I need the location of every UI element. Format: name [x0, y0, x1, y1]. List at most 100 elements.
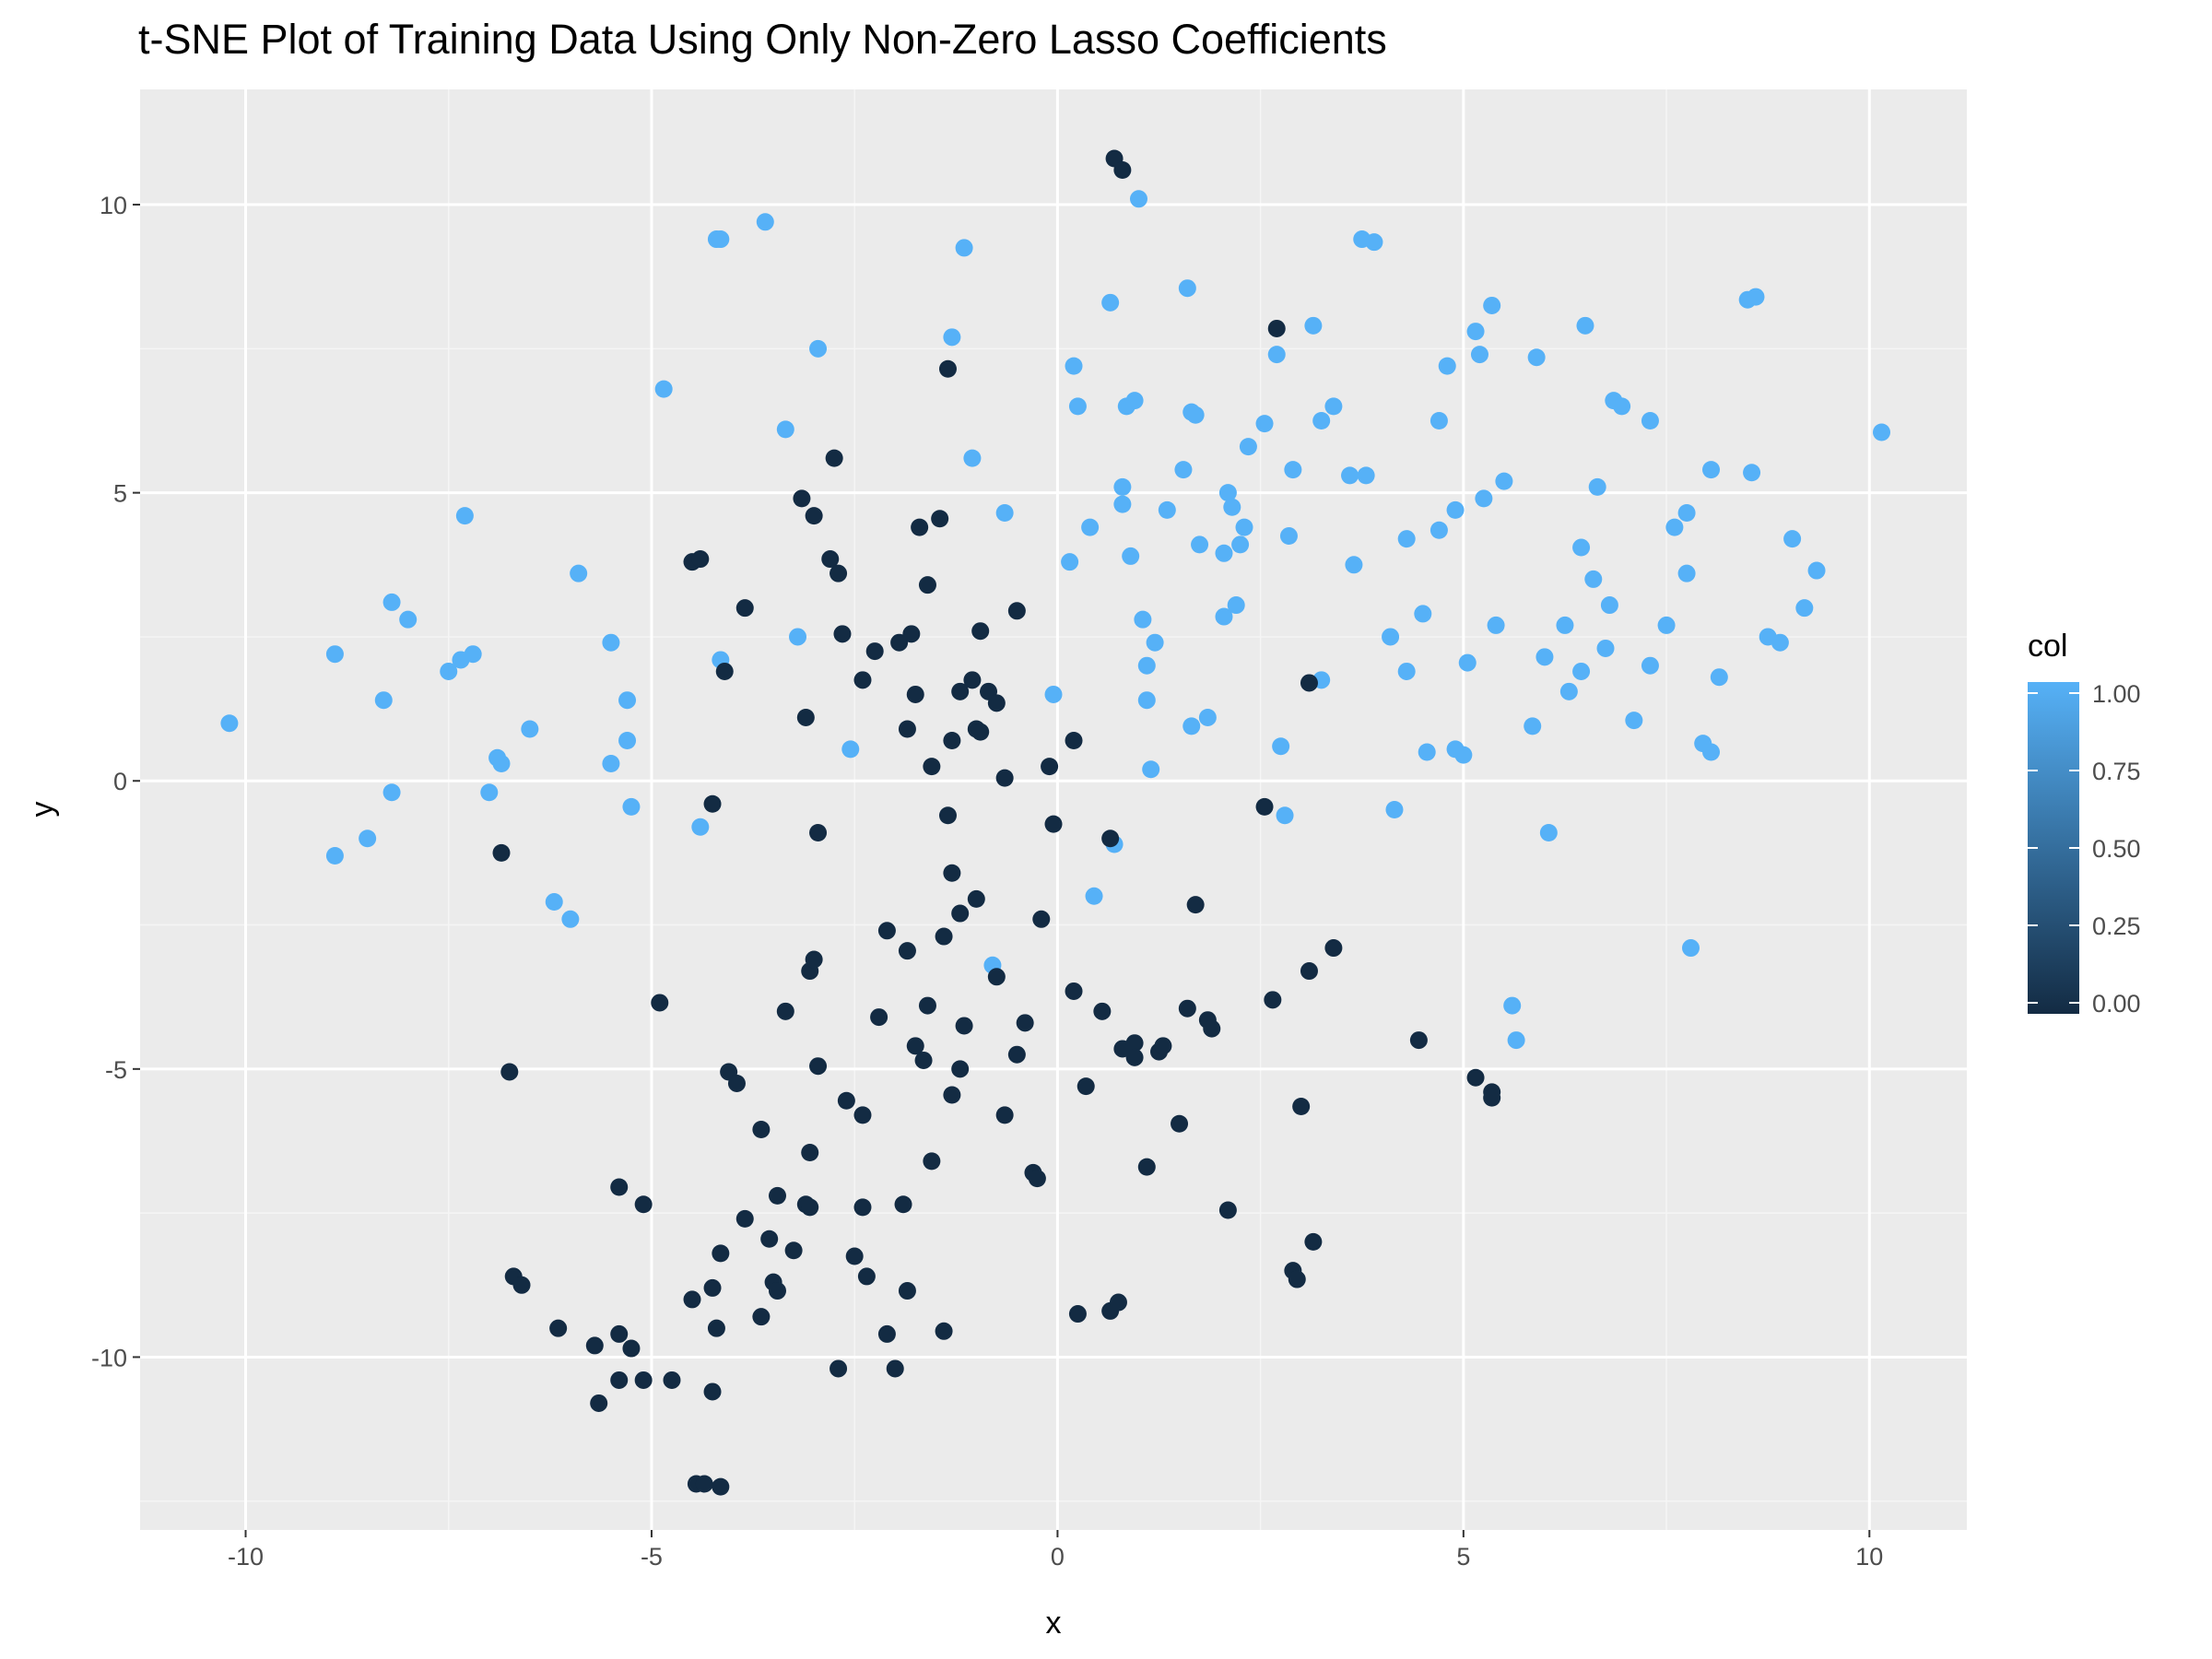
data-point [602, 633, 620, 652]
data-point [1044, 815, 1063, 833]
data-point [1068, 397, 1087, 416]
data-point [809, 339, 828, 358]
data-point [931, 510, 949, 528]
data-point [1483, 1088, 1501, 1107]
legend-title: col [2028, 629, 2067, 664]
data-point [1702, 461, 1721, 479]
data-point [634, 1371, 653, 1389]
data-point [801, 1143, 819, 1161]
data-point [1068, 1305, 1087, 1324]
data-point [695, 1475, 713, 1493]
data-point [833, 625, 852, 643]
data-point [492, 843, 511, 862]
data-point [712, 230, 730, 249]
data-point [1292, 1097, 1311, 1115]
data-point [610, 1178, 629, 1196]
data-point [1264, 991, 1282, 1009]
data-point [325, 645, 344, 664]
data-point [809, 1057, 828, 1076]
data-point [712, 1477, 730, 1496]
data-point [1503, 996, 1522, 1015]
data-point [1174, 461, 1193, 479]
data-point [1507, 1031, 1525, 1050]
y-tick-label: -5 [105, 1056, 127, 1084]
data-point [1625, 712, 1643, 730]
data-point [853, 1106, 872, 1124]
data-point [1385, 801, 1404, 818]
data-point [1284, 461, 1302, 479]
data-point [1324, 939, 1343, 958]
data-point [1382, 628, 1400, 646]
data-point [1239, 438, 1257, 456]
data-point [1267, 319, 1286, 337]
legend-tick-label: 0.75 [2092, 758, 2141, 785]
data-point [1641, 411, 1659, 429]
data-point [877, 1324, 896, 1343]
y-axis: -10 -5 0 5 10 [91, 192, 140, 1371]
data-point [1397, 662, 1416, 680]
data-point [1085, 887, 1103, 905]
data-point [805, 507, 823, 525]
data-point [1218, 1201, 1237, 1219]
data-point [914, 1051, 933, 1069]
data-point [1101, 830, 1120, 848]
data-point [521, 720, 539, 738]
data-point [1747, 288, 1765, 306]
data-point [1044, 685, 1063, 703]
data-point [1657, 616, 1676, 634]
data-point [1438, 357, 1456, 375]
data-point [918, 996, 936, 1015]
data-point [1093, 1002, 1112, 1020]
data-point [1300, 962, 1318, 981]
data-point [938, 806, 957, 825]
data-point [610, 1324, 629, 1343]
data-point [789, 628, 807, 646]
data-point [1304, 1232, 1323, 1251]
data-point [955, 239, 973, 257]
data-point [325, 847, 344, 865]
data-point [943, 731, 961, 749]
data-point [1454, 746, 1473, 764]
data-point [943, 864, 961, 882]
data-point [359, 830, 377, 848]
data-point [902, 625, 921, 643]
data-point [821, 550, 840, 569]
data-point [963, 671, 982, 689]
data-point [464, 645, 482, 664]
data-point [1122, 547, 1140, 565]
data-point [382, 783, 401, 802]
x-axis: -10 -5 0 5 10 [228, 1530, 1883, 1571]
data-point [610, 1371, 629, 1389]
data-point [1475, 489, 1493, 508]
data-point [663, 1371, 681, 1389]
data-point [951, 904, 970, 923]
data-point [585, 1336, 604, 1355]
data-point [1276, 806, 1294, 825]
data-point [1235, 518, 1253, 536]
data-point [1559, 682, 1578, 700]
data-point [752, 1308, 771, 1326]
data-point [870, 1008, 888, 1027]
data-point [1007, 1045, 1026, 1064]
data-point [1215, 607, 1233, 626]
data-point [752, 1120, 771, 1138]
data-point [1061, 553, 1079, 571]
data-point [374, 691, 393, 710]
data-point [1641, 656, 1659, 675]
data-point [1588, 477, 1606, 496]
data-point [793, 489, 811, 508]
data-point [1125, 392, 1144, 410]
data-point [1458, 653, 1477, 672]
data-point [865, 642, 884, 661]
data-point [651, 994, 669, 1012]
data-point [1446, 500, 1465, 519]
data-point [561, 910, 580, 928]
data-point [906, 685, 924, 703]
data-point [1218, 484, 1237, 502]
data-point [1681, 939, 1700, 958]
data-point [715, 662, 734, 680]
data-point [691, 550, 710, 569]
data-point [853, 671, 872, 689]
data-point [987, 694, 1006, 712]
data-point [703, 794, 722, 813]
